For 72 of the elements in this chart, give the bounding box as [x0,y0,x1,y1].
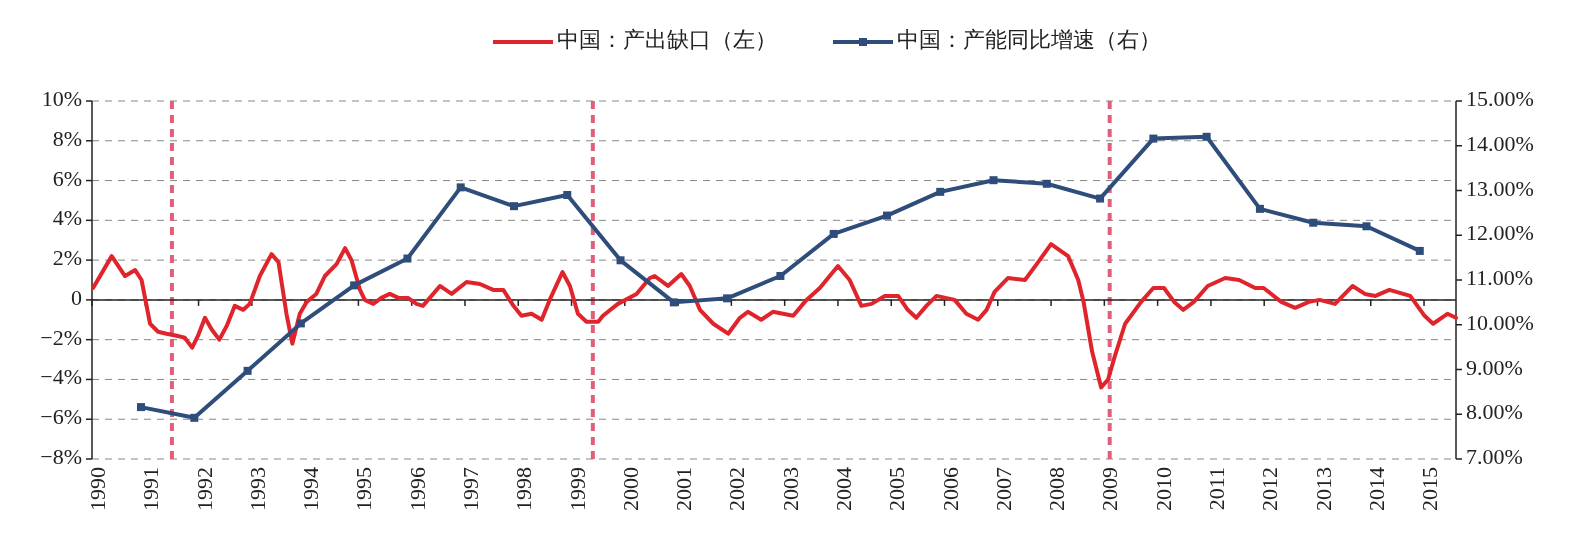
y-tick-label: 8% [52,125,82,151]
point [669,298,678,307]
x-tick-label: 1998 [511,467,537,511]
y-tick-label: 4% [52,205,82,231]
x-tick-label: 2011 [1203,467,1229,511]
point [1202,132,1211,141]
point [723,294,732,303]
y-tick-label: −8% [40,444,82,470]
x-tick-label: 2006 [937,467,963,511]
point [350,281,359,290]
x-tick-label: 2007 [990,467,1016,511]
point [403,254,412,263]
x-tick-label: 1991 [138,467,164,511]
point [1255,204,1264,213]
legend-label: 中国：产出缺口（左） [557,27,777,53]
point [1309,218,1318,227]
x-tick-label: 2009 [1097,467,1123,511]
point [296,319,305,328]
x-tick-label: 1995 [351,467,377,511]
x-tick-label: 1993 [244,467,270,511]
point [1042,179,1051,188]
point [243,366,252,375]
point [137,403,146,412]
y2-tick-label: 7.00% [1466,444,1523,470]
y2-tick-label: 15.00% [1466,86,1534,112]
x-tick-label: 1999 [564,467,590,511]
x-tick-label: 2000 [617,467,643,511]
x-tick-label: 2004 [830,467,856,511]
point [616,256,625,265]
legend-label: 中国：产能同比增速（右） [897,27,1161,53]
x-tick-label: 1990 [85,467,111,511]
y-tick-label: −4% [40,364,82,390]
point [456,183,465,192]
x-tick-label: 2013 [1310,467,1336,511]
y-tick-label: 6% [52,165,82,191]
point [776,271,785,280]
y2-tick-label: 9.00% [1466,354,1523,380]
y2-tick-label: 11.00% [1466,265,1534,291]
y-tick-label: 10% [41,86,82,112]
x-tick-label: 1996 [404,467,430,511]
y2-tick-label: 8.00% [1466,399,1523,425]
y-tick-label: 0 [71,284,82,310]
point [1096,194,1105,203]
x-tick-label: 2001 [671,467,697,511]
x-tick-label: 2012 [1257,467,1283,511]
point [1415,246,1424,255]
point [1362,222,1371,231]
x-tick-label: 2010 [1150,467,1176,511]
x-tick-label: 2003 [777,467,803,511]
point [563,190,572,199]
y2-tick-label: 12.00% [1466,220,1534,246]
x-tick-label: 2015 [1417,467,1443,511]
point [882,211,891,220]
y-tick-label: −6% [40,404,82,430]
x-tick-label: 1994 [298,467,324,511]
y2-tick-label: 13.00% [1466,175,1534,201]
y2-tick-label: 10.00% [1466,309,1534,335]
point [829,229,838,238]
point [989,176,998,185]
point [936,187,945,196]
y-tick-label: −2% [40,324,82,350]
point [509,202,518,211]
y2-tick-label: 14.00% [1466,130,1534,156]
x-tick-label: 2008 [1044,467,1070,511]
y-tick-label: 2% [52,245,82,271]
x-tick-label: 1992 [191,467,217,511]
x-tick-label: 2014 [1363,467,1389,511]
x-tick-label: 2002 [724,467,750,511]
point [190,413,199,422]
x-tick-label: 1997 [458,467,484,511]
point [1149,134,1158,143]
x-tick-label: 2005 [884,467,910,511]
